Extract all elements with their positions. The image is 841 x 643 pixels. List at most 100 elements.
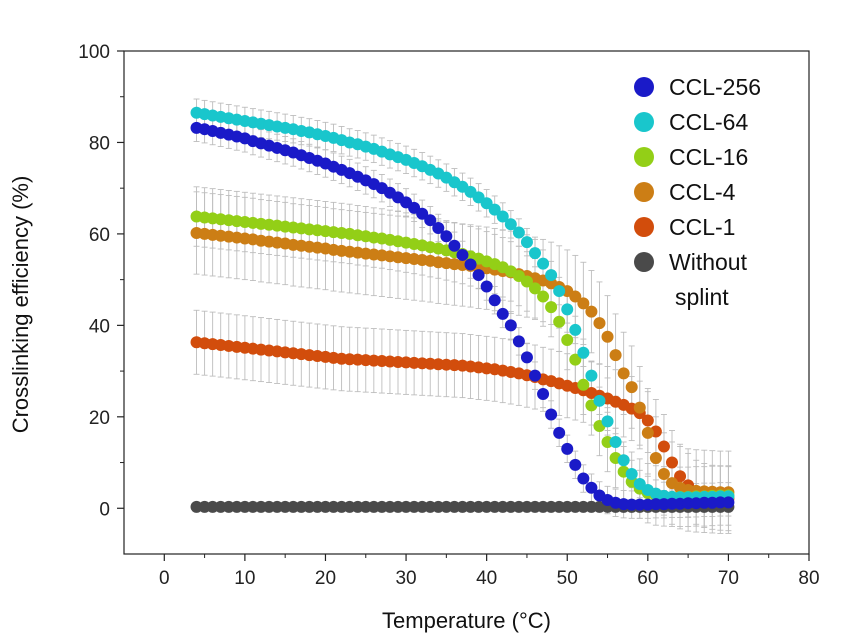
data-point <box>641 414 654 427</box>
x-tick-label: 10 <box>234 568 255 589</box>
data-point <box>633 401 646 414</box>
data-point <box>609 349 622 362</box>
x-tick-label: 0 <box>159 568 170 589</box>
data-point <box>553 315 566 328</box>
data-point <box>520 275 533 288</box>
data-point <box>488 294 501 307</box>
y-tick-label: 20 <box>89 408 110 429</box>
data-point <box>440 230 453 243</box>
data-point <box>424 214 437 227</box>
legend-label: splint <box>675 284 729 310</box>
legend-marker <box>634 77 654 97</box>
x-tick-label: 50 <box>557 568 578 589</box>
data-point <box>569 458 582 471</box>
data-point <box>520 351 533 364</box>
data-point <box>641 426 654 439</box>
data-point <box>432 221 445 234</box>
data-point <box>520 236 533 249</box>
data-point <box>529 282 541 295</box>
y-tick-label: 40 <box>89 316 110 337</box>
data-point <box>617 454 630 467</box>
data-point <box>480 280 493 293</box>
data-point <box>537 257 550 270</box>
data-point <box>529 247 541 260</box>
data-point <box>585 305 598 318</box>
y-tick-label: 80 <box>89 133 110 154</box>
data-point <box>512 335 525 348</box>
data-point <box>561 303 574 316</box>
data-point <box>577 472 590 485</box>
data-point <box>601 415 614 428</box>
x-tick-label: 80 <box>798 568 819 589</box>
data-point <box>585 369 598 382</box>
data-point <box>585 481 598 494</box>
data-point <box>625 381 638 394</box>
data-point <box>577 346 590 359</box>
data-point <box>561 442 574 455</box>
y-axis-title: Crosslinking efficiency (%) <box>8 176 33 434</box>
legend-label: CCL-16 <box>669 144 748 170</box>
data-point <box>561 333 574 346</box>
data-point <box>537 387 550 400</box>
x-tick-label: 30 <box>395 568 416 589</box>
data-point <box>649 451 662 464</box>
data-point <box>625 467 638 480</box>
data-point <box>657 467 670 480</box>
data-point <box>529 369 541 382</box>
axes: 0 10 20 30 40 50 60 70 80 0 20 40 60 80 100 <box>78 42 819 589</box>
legend-label: CCL-256 <box>669 74 761 100</box>
legend-label: Without <box>669 249 748 275</box>
data-point <box>569 323 582 336</box>
legend-marker <box>634 147 654 167</box>
x-tick-label: 60 <box>637 568 658 589</box>
legend-label: CCL-4 <box>669 179 736 205</box>
data-point <box>545 408 558 421</box>
data-point <box>617 367 630 380</box>
plot-frame <box>123 50 810 555</box>
data-point <box>504 218 517 231</box>
x-tick-label: 40 <box>476 568 497 589</box>
data-point <box>512 226 525 239</box>
series-ccl-1 <box>190 336 735 505</box>
data-point <box>456 248 469 261</box>
legend-marker <box>634 252 654 272</box>
y-tick-label: 60 <box>89 225 110 246</box>
x-axis-title: Temperature (°C) <box>382 608 551 633</box>
legend: CCL-256 CCL-64 CCL-16 CCL-4 CCL-1 Without spli… <box>634 74 761 310</box>
y-tick-label: 100 <box>78 42 110 63</box>
data-point <box>545 301 558 314</box>
data-points <box>190 106 735 513</box>
data-point <box>480 197 493 210</box>
data-point <box>448 239 461 252</box>
data-point <box>464 258 477 271</box>
legend-label: CCL-64 <box>669 109 748 135</box>
data-point <box>577 378 590 391</box>
data-point <box>593 317 606 330</box>
data-point <box>569 353 582 366</box>
data-point <box>569 290 582 303</box>
data-point <box>496 307 509 320</box>
legend-marker <box>634 112 654 132</box>
y-tick-label: 0 <box>99 499 110 520</box>
series-ccl-256 <box>190 121 735 511</box>
data-point <box>553 426 566 439</box>
data-point <box>504 319 517 332</box>
data-point <box>593 394 606 407</box>
legend-label: CCL-1 <box>669 214 735 240</box>
data-point <box>609 435 622 448</box>
data-point <box>666 456 678 469</box>
x-tick-label: 20 <box>315 568 336 589</box>
x-tick-label: 70 <box>718 568 739 589</box>
legend-marker <box>634 217 654 237</box>
data-point <box>488 203 501 216</box>
data-point <box>601 330 614 343</box>
data-point <box>657 440 670 453</box>
legend-marker <box>634 182 654 202</box>
data-point <box>577 297 590 310</box>
data-point <box>537 290 550 303</box>
data-point <box>545 269 558 282</box>
data-point <box>416 207 429 220</box>
data-point <box>674 470 687 483</box>
